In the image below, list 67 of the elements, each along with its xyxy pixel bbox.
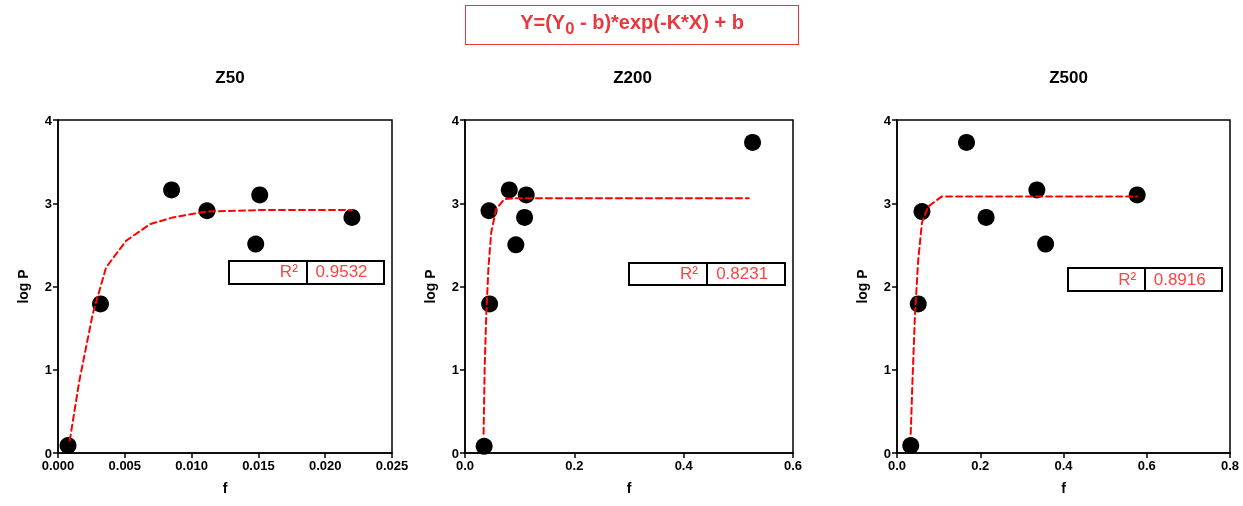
point — [1028, 181, 1046, 199]
x-axis-title: f — [626, 480, 632, 496]
point — [59, 437, 77, 454]
x-tick-label: 0.010 — [175, 458, 208, 473]
x-axis-title: f — [1061, 480, 1067, 496]
y-axis-title: log P — [422, 269, 438, 304]
annotation: 0.8231 — [705, 263, 785, 285]
point — [516, 208, 534, 226]
point — [1037, 235, 1055, 253]
y-tick-label: 3 — [44, 195, 52, 211]
point — [163, 181, 181, 199]
annotation: R² — [679, 263, 699, 285]
annotation: 0.9532 — [305, 261, 384, 283]
y-tick-label: 0 — [451, 445, 459, 461]
r-squared-table: R² 0.8231 — [627, 261, 787, 287]
x-tick-label: 0.025 — [375, 458, 409, 473]
y-tick-label: 0 — [883, 445, 891, 461]
chart-title: Z200 — [613, 68, 652, 87]
y-tick-label: 3 — [451, 195, 459, 211]
y-tick-label: 2 — [883, 279, 891, 294]
y-axis-title: log P — [15, 269, 31, 304]
point — [507, 236, 525, 254]
y-tick-label: 1 — [44, 362, 52, 378]
chart-title: Z50 — [215, 68, 245, 87]
x-tick-label: 0.8 — [1220, 458, 1240, 473]
y-tick-label: 1 — [883, 362, 891, 378]
point — [480, 202, 498, 220]
y-tick-label: 0 — [44, 445, 52, 461]
x-tick-label: 0.020 — [308, 458, 342, 473]
point — [1128, 186, 1146, 204]
annotation: R² — [278, 261, 299, 283]
annotation: 0.8916 — [1144, 268, 1222, 291]
x-tick-label: 0.0 — [455, 458, 475, 473]
point — [251, 186, 269, 204]
r-squared-table: R² 0.9532 — [228, 259, 386, 285]
y-tick-label: 3 — [883, 195, 891, 211]
point — [247, 235, 265, 253]
x-tick-label: 0.2 — [565, 458, 584, 473]
point — [902, 437, 920, 454]
x-tick-label: 0.6 — [1137, 458, 1156, 473]
point — [475, 437, 493, 455]
x-axis-title: f — [222, 480, 228, 496]
x-tick-label: 0.4 — [674, 458, 694, 473]
x-tick-label: 0.005 — [108, 458, 142, 473]
x-tick-label: 0.015 — [242, 458, 275, 473]
point — [500, 181, 518, 199]
annotation: R² — [1117, 268, 1138, 291]
text: Y=(Y$_{0}$ - b)*exp(-K*X) + b — [520, 11, 744, 39]
y-tick-label: 1 — [451, 362, 459, 378]
point — [958, 133, 976, 151]
y-tick-label: 4 — [883, 112, 892, 128]
x-tick-label: 0.0 — [887, 458, 907, 473]
point — [977, 208, 995, 226]
x-tick-label: 0.6 — [783, 458, 803, 473]
x-tick-label: 0.4 — [1054, 458, 1074, 473]
point — [744, 133, 762, 151]
y-tick-label: 2 — [451, 279, 459, 294]
x-tick-label: 0.000 — [41, 458, 75, 473]
y-tick-label: 4 — [451, 112, 460, 128]
chart-title: Z500 — [1049, 68, 1088, 87]
point — [92, 295, 109, 313]
y-axis-title: log P — [854, 269, 870, 304]
y-tick-label: 2 — [44, 279, 52, 294]
y-tick-label: 4 — [44, 112, 53, 128]
point — [343, 208, 361, 226]
r-squared-table: R² 0.8916 — [1066, 266, 1224, 293]
x-tick-label: 0.2 — [971, 458, 990, 473]
